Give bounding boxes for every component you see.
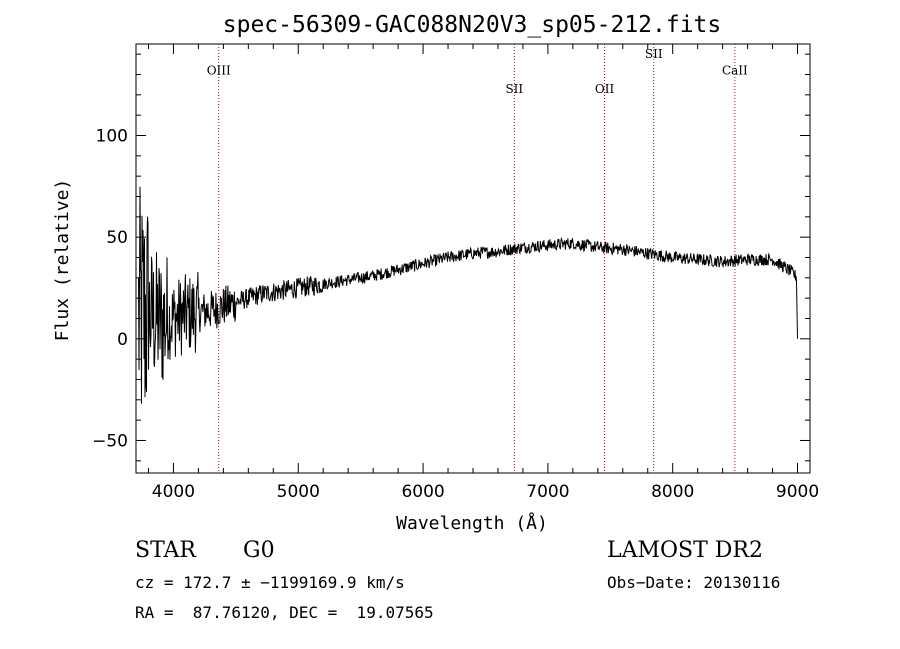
y-tick-label: 0 — [117, 330, 128, 350]
line-label: SII — [505, 82, 523, 96]
y-tick-label: 100 — [96, 126, 128, 146]
x-tick-label: 5000 — [277, 482, 320, 502]
ra-dec-coordinates: RA = 87.76120, DEC = 19.07565 — [135, 603, 434, 622]
x-tick-label: 4000 — [152, 482, 195, 502]
y-axis-label: Flux (relative) — [52, 179, 73, 342]
y-tick-label: 50 — [106, 228, 128, 248]
spectrum-line — [138, 186, 798, 404]
line-label: SII — [645, 47, 663, 61]
line-label: OIII — [207, 63, 231, 77]
chart-title: spec-56309-GAC088N20V3_sp05-212.fits — [223, 12, 722, 38]
emission-line-markers: OIII SII OII SII CaII — [207, 44, 748, 473]
x-tick-label: 6000 — [401, 482, 444, 502]
x-tick-label: 8000 — [651, 482, 694, 502]
line-label: OII — [595, 82, 615, 96]
x-tick-label: 7000 — [526, 482, 569, 502]
x-tick-label: 9000 — [776, 482, 819, 502]
redshift-velocity: cz = 172.7 ± −1199169.9 km/s — [135, 573, 405, 592]
x-axis-label: Wavelength (Å) — [396, 512, 548, 534]
axis-tick-labels: 4000 5000 6000 7000 8000 9000 −50 0 50 100 — [92, 126, 819, 502]
observation-date: Obs−Date: 20130116 — [607, 573, 781, 592]
y-tick-label: −50 — [92, 431, 128, 451]
object-class: STAR — [135, 538, 196, 563]
object-subclass: G0 — [243, 538, 275, 563]
survey-name: LAMOST DR2 — [607, 538, 763, 563]
line-label: CaII — [722, 63, 748, 77]
axis-ticks — [136, 44, 810, 473]
